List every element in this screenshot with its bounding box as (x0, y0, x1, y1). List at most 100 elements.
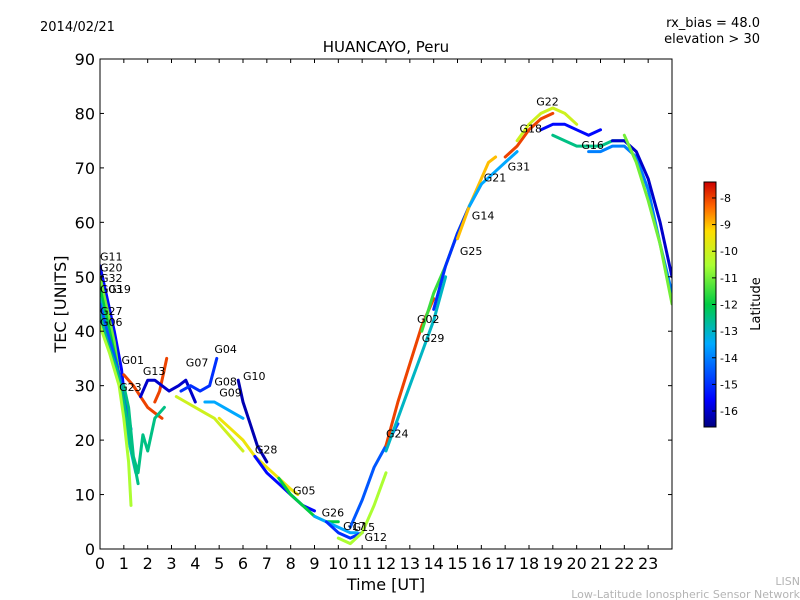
y-tick-label: 30 (75, 377, 95, 396)
x-tick-label: 6 (238, 554, 248, 573)
prn-label-g22: G22 (536, 95, 559, 108)
x-tick-label: 8 (286, 554, 296, 573)
series-line-g11b (622, 133, 672, 306)
x-tick-label: 3 (166, 554, 176, 573)
prn-label-g08: G08 (214, 376, 237, 389)
series-line-g23 (122, 384, 166, 475)
prn-label-g24: G24 (386, 427, 409, 440)
prn-label-g26: G26 (322, 506, 345, 519)
footer-network: Low-Latitude Ionospheric Sensor Network (571, 588, 800, 600)
y-tick-label: 0 (85, 540, 95, 559)
prn-label-g16: G16 (581, 139, 604, 152)
prn-label-g19: G19 (108, 283, 131, 296)
series-line-g13 (153, 356, 169, 404)
series-line-g16 (539, 122, 602, 137)
point-label-layer: G11G20G32G03G19G27G06G01G23G13G07G04G08G… (100, 95, 604, 543)
colorbar-tick-label: -12 (720, 299, 738, 312)
x-tick-label: 4 (190, 554, 200, 573)
prn-label-g29: G29 (422, 332, 445, 345)
x-tick-label: 19 (543, 554, 563, 573)
colorbar-ticks: -8 -9 -10 -11 -12 -13 -14 -15 -16 (712, 192, 738, 418)
rx-bias-label: rx_bias = 48.0 (666, 16, 760, 31)
series-layer (100, 106, 672, 546)
x-tick-label: 10 (328, 554, 348, 573)
prn-label-g11: G11 (100, 250, 123, 263)
colorbar-tick-label: -16 (720, 405, 738, 418)
x-tick-label: 22 (614, 554, 634, 573)
prn-label-g15: G15 (353, 521, 376, 534)
x-tick-label: 2 (143, 554, 153, 573)
y-axis-label: TEC [UNITS] (51, 256, 70, 354)
prn-label-g05: G05 (293, 485, 316, 498)
x-tick-label: 13 (400, 554, 420, 573)
series-line-g09 (203, 400, 245, 420)
y-tick-label: 80 (75, 104, 95, 123)
date-label: 2014/02/21 (40, 20, 115, 35)
colorbar-tick-label: -14 (720, 352, 738, 365)
prn-label-g10: G10 (243, 370, 266, 383)
series-line-g10 (236, 378, 269, 464)
footer-lisn: LISN (775, 575, 800, 588)
series-line-g17 (313, 514, 359, 535)
y-tick-label: 90 (75, 50, 95, 69)
series-line-g31 (467, 150, 519, 208)
series-line-g28 (217, 416, 300, 497)
prn-label-g04: G04 (214, 343, 237, 356)
elevation-label: elevation > 30 (664, 32, 760, 47)
x-axis: 0 1 2 3 4 5 6 7 8 9 10 11 12 13 14 15 16 17 18 19 20 21 22 23 (95, 59, 658, 573)
x-tick-label: 0 (95, 554, 105, 573)
x-tick-label: 9 (309, 554, 319, 573)
y-tick-label: 50 (75, 268, 95, 287)
prn-label-g09: G09 (219, 387, 242, 400)
series-line-g29 (384, 275, 448, 453)
prn-label-g31: G31 (508, 161, 531, 174)
prn-label-g18: G18 (520, 123, 543, 136)
x-tick-label: 1 (119, 554, 129, 573)
series-line-g19b (610, 139, 672, 279)
prn-label-g14: G14 (472, 210, 495, 223)
prn-label-g03: G03 (100, 283, 123, 296)
x-tick-label: 17 (495, 554, 515, 573)
plot-area (100, 59, 672, 549)
prn-label-g28: G28 (255, 444, 278, 457)
y-tick-label: 20 (75, 431, 95, 450)
prn-label-g02: G02 (417, 313, 440, 326)
y-tick-label: 40 (75, 322, 95, 341)
series-line-g04 (179, 356, 219, 393)
series-line-g18 (503, 111, 555, 159)
prn-label-g27: G27 (100, 305, 123, 318)
colorbar-tick-label: -10 (720, 245, 738, 258)
series-line-g08 (174, 395, 245, 453)
y-axis: 0 10 20 30 40 50 60 70 80 90 (75, 50, 672, 559)
prn-label-g07: G07 (186, 357, 209, 370)
x-axis-label: Time [UT] (346, 575, 425, 594)
x-tick-label: 7 (262, 554, 272, 573)
x-tick-label: 20 (566, 554, 586, 573)
prn-label-g13: G13 (143, 365, 166, 378)
y-tick-label: 70 (75, 159, 95, 178)
colorbar-label: Latitude (749, 277, 764, 331)
series-line-g15 (324, 520, 364, 540)
series-line-g11 (100, 264, 128, 415)
x-tick-label: 23 (638, 554, 658, 573)
prn-label-g25: G25 (460, 245, 483, 258)
colorbar-tick-label: -8 (720, 192, 731, 205)
colorbar-tick-label: -15 (720, 378, 738, 391)
series-line-g22 (515, 106, 579, 143)
x-tick-label: 12 (376, 554, 396, 573)
prn-label-g32: G32 (100, 272, 123, 285)
colorbar-tick-label: -11 (720, 272, 738, 285)
prn-label-g01: G01 (122, 354, 145, 367)
chart-title: HUANCAYO, Peru (323, 38, 449, 56)
prn-label-g20: G20 (100, 261, 123, 274)
colorbar-tick-label: -9 (720, 219, 731, 232)
prn-label-g21: G21 (484, 172, 507, 185)
prn-label-g23: G23 (119, 381, 142, 394)
y-tick-label: 60 (75, 213, 95, 232)
x-tick-label: 5 (214, 554, 224, 573)
x-tick-label: 21 (590, 554, 610, 573)
x-tick-label: 15 (447, 554, 467, 573)
x-tick-label: 11 (352, 554, 372, 573)
series-line-g06 (100, 324, 133, 507)
x-tick-label: 14 (423, 554, 443, 573)
